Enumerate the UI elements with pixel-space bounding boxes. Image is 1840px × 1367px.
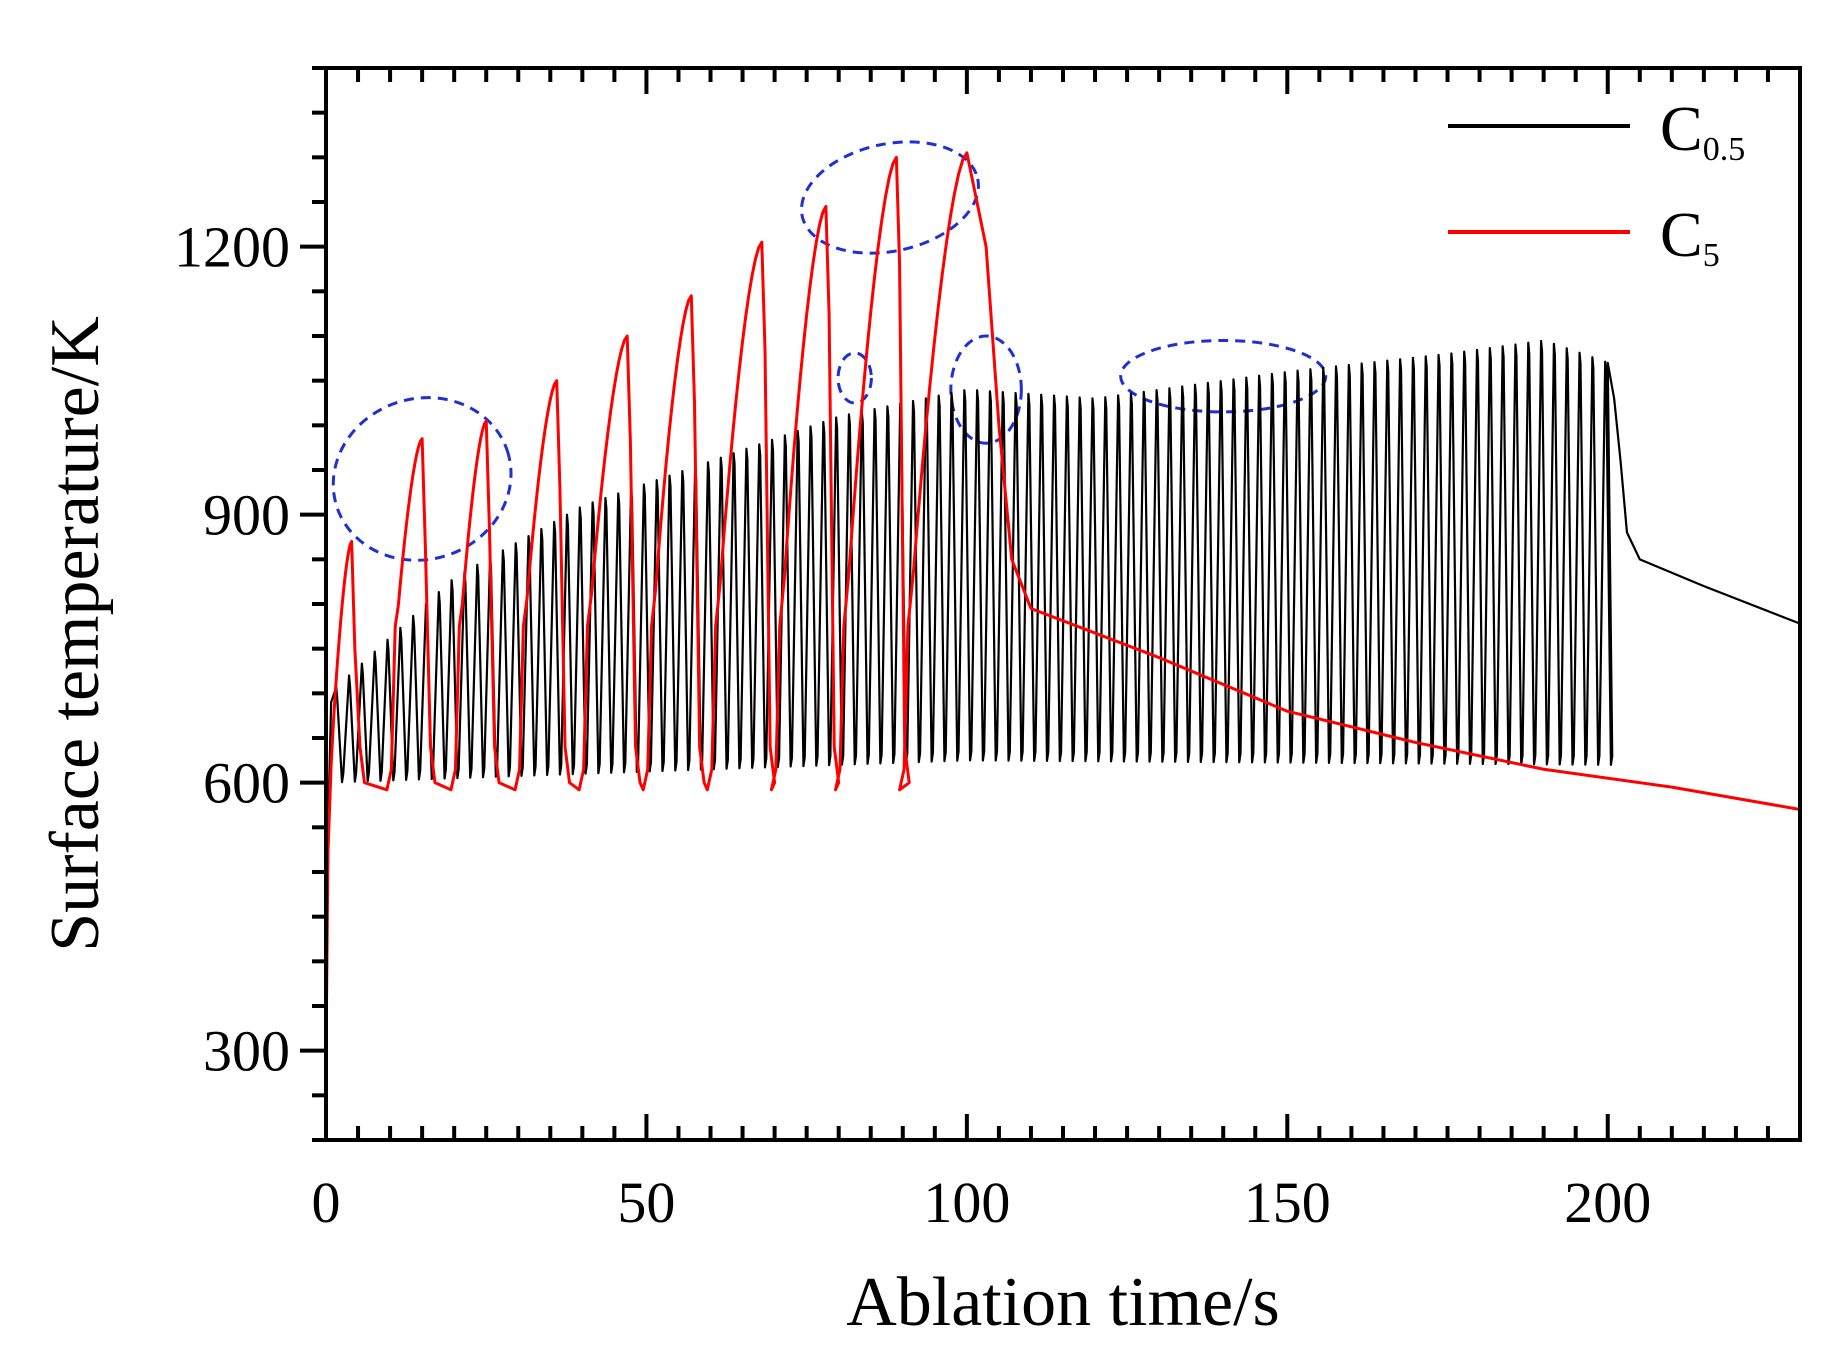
series-c05-line (324, 339, 1801, 1060)
annotation-ellipse (949, 334, 1023, 445)
y-tick-label: 300 (203, 1019, 290, 1084)
legend: C0.5 C5 (1448, 93, 1745, 274)
legend-label-c5-main: C (1660, 199, 1703, 270)
legend-label-c5: C5 (1660, 199, 1720, 274)
ticks (300, 66, 1802, 1142)
annotation-ellipse (799, 140, 980, 255)
annotation-ellipse (836, 351, 873, 405)
y-tick-label: 900 (203, 483, 290, 548)
y-tick-label: 1200 (174, 215, 290, 280)
legend-label-c05-main: C (1660, 93, 1703, 164)
legend-label-c5-sub: 5 (1703, 237, 1720, 274)
x-axis-title: Ablation time/s (846, 1264, 1280, 1341)
tick-labels: 0 50 100 150 200 300 600 900 1200 (174, 215, 1651, 1235)
annotation-ellipses (331, 140, 1328, 562)
x-tick-label: 150 (1244, 1170, 1331, 1235)
series-c5-line (324, 151, 1801, 1060)
x-tick-label: 0 (312, 1170, 341, 1235)
x-tick-label: 100 (923, 1170, 1010, 1235)
y-axis-title: Surface temperature/K (37, 316, 114, 952)
annotation-ellipse (1119, 338, 1328, 414)
y-tick-label: 600 (203, 751, 290, 816)
series-layer (324, 151, 1801, 1060)
x-tick-label: 50 (617, 1170, 675, 1235)
legend-label-c05-sub: 0.5 (1703, 131, 1746, 168)
annotation-ellipse (331, 396, 513, 562)
x-tick-label: 200 (1564, 1170, 1651, 1235)
legend-label-c05: C0.5 (1660, 93, 1745, 168)
